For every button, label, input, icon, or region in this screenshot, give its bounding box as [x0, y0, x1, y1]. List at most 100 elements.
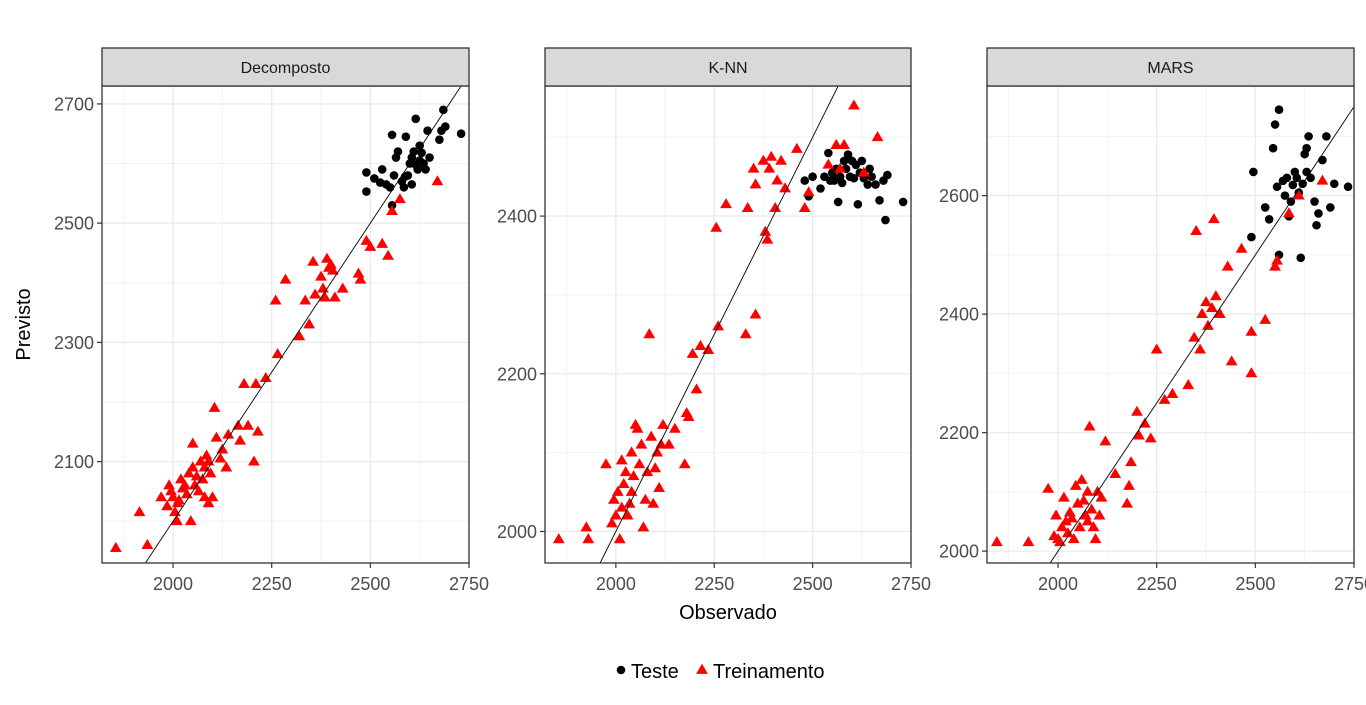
point-teste	[423, 126, 432, 136]
point-teste	[1322, 132, 1331, 141]
point-treinamento	[1166, 387, 1179, 398]
x-tick-label: 2750	[449, 574, 489, 594]
point-treinamento	[328, 291, 341, 302]
point-treinamento	[600, 458, 612, 469]
point-treinamento	[759, 225, 772, 236]
point-teste	[385, 183, 395, 192]
panel-k-nn: K-NN 2000 2200 2400 2000 2250 2500 2750	[497, 47, 931, 594]
point-teste	[853, 199, 863, 209]
point-teste	[401, 132, 411, 141]
point-treinamento	[552, 533, 565, 544]
point-teste	[1280, 191, 1290, 200]
point-treinamento	[1073, 521, 1086, 532]
reference-line	[599, 86, 839, 563]
point-teste	[1272, 182, 1282, 192]
point-treinamento	[625, 446, 638, 457]
point-treinamento	[763, 162, 776, 173]
point-teste	[1274, 105, 1284, 115]
point-teste	[403, 171, 413, 180]
point-treinamento	[279, 273, 292, 284]
point-treinamento	[653, 481, 666, 492]
point-treinamento	[739, 328, 752, 339]
point-treinamento	[1206, 302, 1218, 313]
panel-decomposto: Decomposto 2100 2300 2500 2700 2000 2250 2500 27…	[54, 47, 489, 594]
y-tick-label: 2000	[939, 542, 979, 562]
point-teste	[1314, 209, 1323, 218]
point-treinamento	[637, 521, 650, 532]
point-treinamento	[582, 533, 595, 544]
point-treinamento	[615, 501, 628, 512]
point-teste	[1270, 120, 1280, 129]
point-treinamento	[309, 288, 321, 299]
point-treinamento	[1194, 343, 1206, 354]
point-treinamento	[163, 479, 175, 490]
point-treinamento	[1058, 491, 1070, 502]
legend: Teste Treinamento	[616, 661, 825, 683]
point-treinamento	[643, 328, 656, 339]
point-treinamento	[627, 470, 640, 481]
point-treinamento	[1060, 515, 1072, 526]
y-tick-label: 2000	[497, 522, 537, 542]
y-axis-title: Previsto	[13, 288, 35, 360]
point-treinamento	[141, 538, 154, 549]
strip-label: Decomposto	[241, 60, 331, 77]
y-tick-label: 2400	[939, 305, 979, 325]
point-teste	[377, 165, 387, 174]
point-treinamento	[248, 455, 260, 466]
point-treinamento	[1125, 456, 1137, 467]
point-treinamento	[1158, 393, 1171, 404]
point-treinamento	[1235, 242, 1248, 253]
point-treinamento	[771, 174, 784, 185]
point-teste	[1329, 179, 1339, 189]
point-treinamento	[173, 494, 185, 505]
point-teste	[837, 178, 847, 188]
point-treinamento	[775, 154, 788, 165]
point-treinamento	[1081, 485, 1094, 496]
x-axis-title: Observado	[679, 602, 777, 624]
point-treinamento	[269, 294, 282, 305]
point-treinamento	[171, 515, 183, 526]
point-teste	[413, 165, 422, 174]
point-treinamento	[200, 449, 213, 460]
point-treinamento	[609, 509, 622, 520]
reference-line	[1049, 106, 1354, 563]
point-treinamento	[167, 491, 179, 502]
point-treinamento	[251, 425, 264, 436]
point-teste	[875, 196, 884, 205]
point-treinamento	[198, 491, 211, 502]
point-treinamento	[210, 431, 223, 442]
point-treinamento	[645, 430, 658, 441]
point-teste	[421, 165, 430, 174]
point-treinamento	[871, 131, 884, 142]
point-treinamento	[1209, 290, 1222, 301]
point-teste	[456, 129, 466, 138]
point-teste	[425, 153, 434, 162]
point-treinamento	[1075, 473, 1088, 484]
point-treinamento	[238, 377, 250, 388]
point-treinamento	[250, 377, 262, 388]
point-treinamento	[623, 497, 636, 508]
point-treinamento	[1225, 355, 1238, 366]
point-treinamento	[194, 455, 207, 466]
point-treinamento	[830, 138, 843, 149]
point-treinamento	[615, 454, 628, 465]
point-treinamento	[1042, 482, 1055, 493]
point-treinamento	[779, 182, 791, 193]
legend-key-treinamento	[696, 663, 708, 674]
point-teste	[1304, 132, 1313, 141]
point-treinamento	[848, 99, 860, 110]
point-treinamento	[1087, 521, 1100, 532]
point-treinamento	[1081, 515, 1094, 526]
point-treinamento	[1071, 497, 1084, 508]
point-treinamento	[324, 258, 337, 269]
point-teste	[393, 147, 403, 156]
point-teste	[843, 150, 853, 159]
point-teste	[871, 180, 880, 189]
point-teste	[441, 122, 450, 131]
point-treinamento	[1213, 307, 1226, 318]
data-layer	[990, 105, 1354, 563]
point-treinamento	[765, 150, 778, 161]
point-treinamento	[749, 308, 762, 319]
point-teste	[1310, 197, 1319, 206]
